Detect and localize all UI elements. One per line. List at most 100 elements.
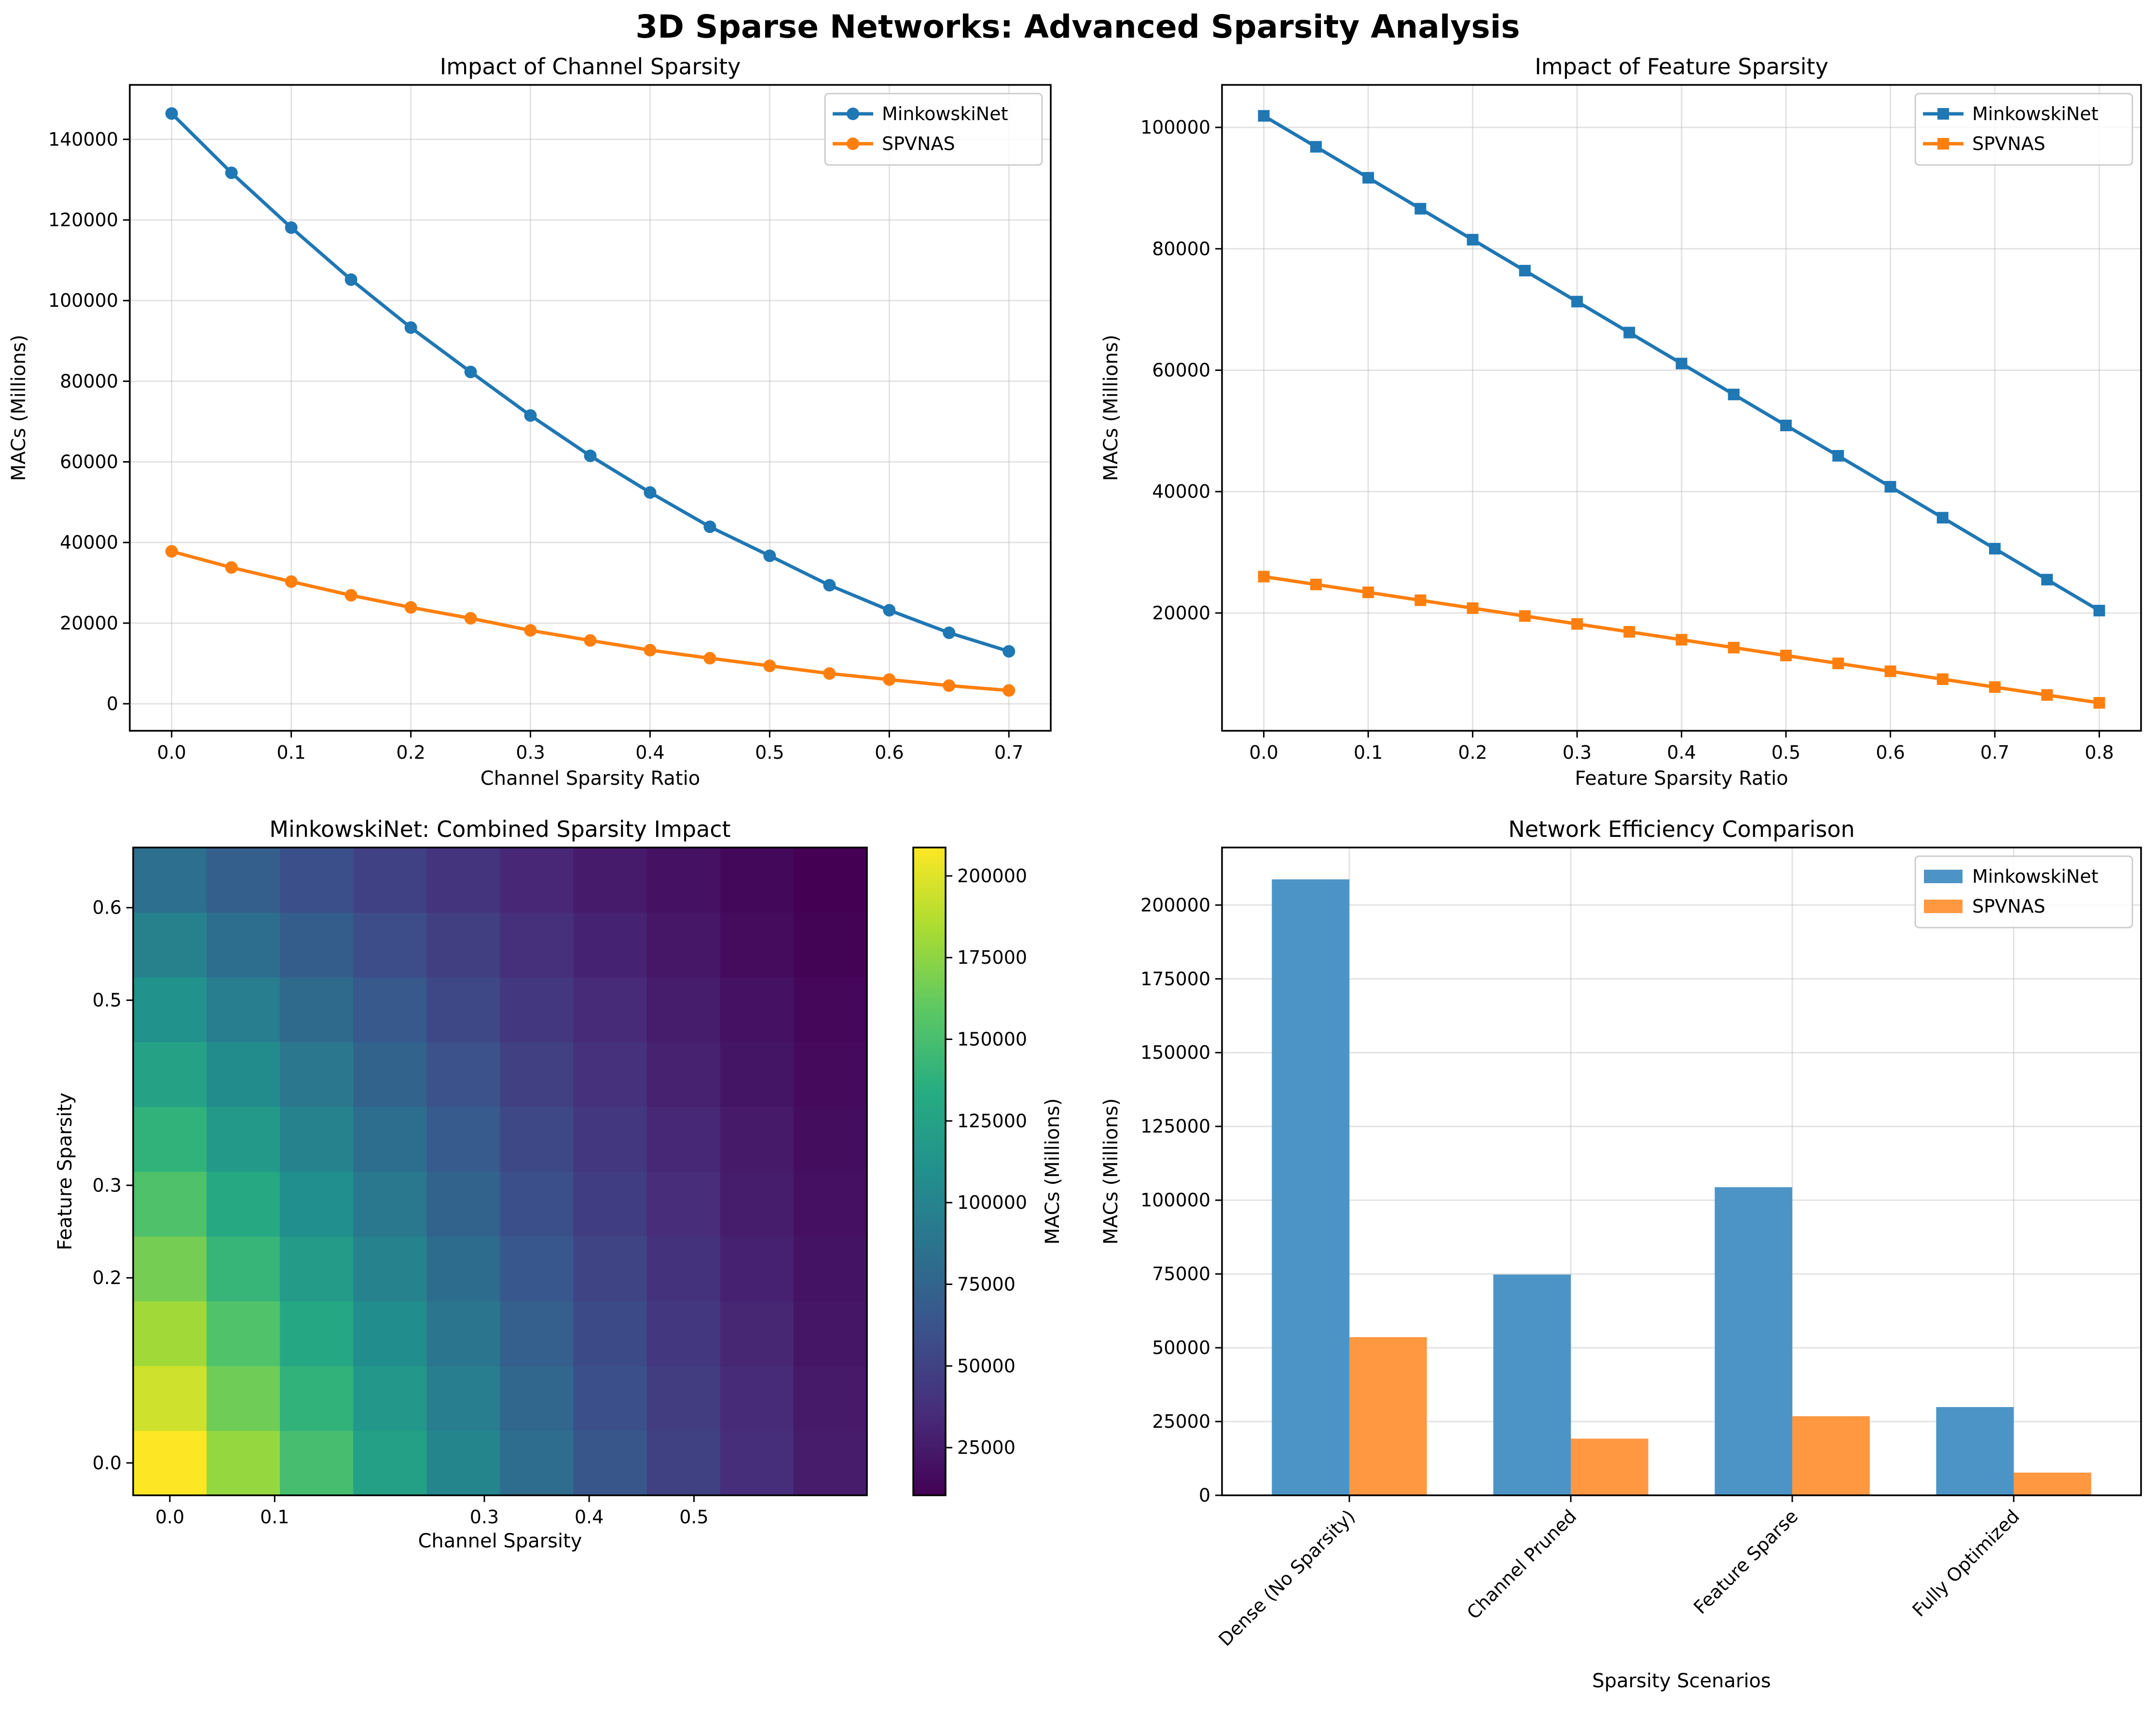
heatmap-cell	[353, 912, 427, 978]
data-point	[1989, 681, 2001, 693]
data-point	[524, 624, 537, 637]
legend-swatch	[1924, 900, 1963, 913]
heatmap-cell	[573, 912, 647, 978]
data-point	[584, 449, 597, 462]
heatmap-cell	[133, 1107, 207, 1172]
data-point	[464, 366, 477, 379]
efficiency-comparison-panel: 0 25000 50000 75000 100000 125000 150000 175000…	[1100, 816, 2142, 1692]
y-tick-label: 0	[107, 693, 118, 714]
heatmap-cell	[720, 1430, 794, 1496]
data-point	[644, 643, 657, 656]
y-tick-label: 40000	[1152, 481, 1210, 502]
data-point	[1884, 481, 1896, 493]
y-tick-label: 0.0	[93, 1452, 122, 1474]
heatmap-cell	[793, 1301, 867, 1367]
x-tick-label: 0.0	[157, 742, 186, 763]
data-point	[1832, 657, 1844, 670]
heatmap-cell	[500, 977, 574, 1042]
heatmap-cell	[206, 1301, 280, 1367]
x-tick-label: 0.5	[1771, 742, 1800, 763]
y-tick-label: 150000	[1140, 1042, 1210, 1063]
heatmap-cell	[206, 1366, 280, 1431]
heatmap-cell	[500, 848, 574, 913]
heatmap-cell	[573, 848, 647, 913]
data-point	[2093, 697, 2105, 709]
heatmap-cell	[133, 1430, 207, 1496]
heatmap-cell	[720, 1236, 794, 1301]
heatmap-cell	[573, 1171, 647, 1237]
data-point	[943, 626, 956, 639]
axes-frame	[129, 84, 1052, 732]
heatmap-cell	[426, 912, 501, 978]
y-tick-label: 100000	[1140, 117, 1210, 138]
y-tick-label: 175000	[1140, 968, 1210, 989]
bar	[1715, 1187, 1793, 1495]
y-tick-label: 200000	[1140, 894, 1210, 916]
x-tick-label: 0.0	[1249, 742, 1278, 763]
heatmap-cell	[353, 1430, 427, 1496]
y-tick-label: 75000	[1152, 1263, 1210, 1285]
data-point	[464, 612, 477, 625]
heatmap-cell	[206, 848, 280, 913]
feature-sparsity-panel: 0.0 0.1 0.2 0.3 0.4 0.5 0.6 0.7 0.8 20000 40000 600…	[1100, 54, 2142, 790]
axes-frame	[132, 847, 868, 1496]
x-tick-label: Dense (No Sparsity)	[1214, 1505, 1359, 1650]
heatmap-cell	[206, 1107, 280, 1172]
y-tick-label: 20000	[60, 613, 118, 634]
heatmap-cell	[280, 1430, 354, 1496]
heatmap-cell	[646, 912, 721, 978]
data-point	[524, 409, 537, 422]
heatmap-cell	[133, 1236, 207, 1301]
heatmap-cell	[133, 1041, 207, 1107]
heatmap-cell	[646, 1366, 721, 1431]
y-tick-label: 0	[1199, 1485, 1210, 1506]
heatmap-cell	[646, 1171, 721, 1237]
y-tick-label: 0.2	[93, 1267, 122, 1288]
y-tick-label: 40000	[60, 532, 118, 553]
heatmap-cell	[280, 848, 354, 913]
heatmap-cell	[426, 1107, 501, 1172]
heatmap-cell	[720, 977, 794, 1042]
combined-sparsity-heatmap-panel: 0.0 0.1 0.3 0.4 0.5 0.0 0.2 0.3 0.5 0.6 MinkowskiN…	[54, 816, 1064, 1552]
heatmap-cell	[793, 912, 867, 978]
axes-frame	[1221, 847, 2142, 1496]
data-point	[1362, 172, 1374, 184]
data-point	[763, 549, 776, 562]
heatmap-cell	[353, 1366, 427, 1431]
y-tick-label: 50000	[1152, 1337, 1210, 1358]
heatmap-cell	[206, 1171, 280, 1237]
y-axis-label: Feature Sparsity	[54, 1093, 76, 1250]
heatmap-cell	[573, 1430, 647, 1496]
heatmap-cell	[500, 1236, 574, 1301]
heatmap-cell	[500, 1107, 574, 1172]
y-tick-label: 125000	[1140, 1116, 1210, 1137]
y-axis-label: MACs (Millions)	[1100, 335, 1122, 481]
data-point	[1414, 594, 1427, 606]
heatmap-cell	[500, 1171, 574, 1237]
heatmap-cell	[646, 977, 721, 1042]
heatmap-cell	[793, 1366, 867, 1431]
y-tick-label: 60000	[60, 451, 118, 473]
series-line	[170, 112, 1010, 653]
colorbar-tick-label: 150000	[957, 1029, 1027, 1050]
data-point	[763, 659, 776, 672]
data-point	[2093, 604, 2105, 616]
legend-marker	[847, 108, 859, 120]
heatmap-cell	[280, 977, 354, 1042]
heatmap-cell	[133, 977, 207, 1042]
legend-label: MinkowskiNet	[1972, 866, 2098, 887]
x-tick-label: 0.5	[755, 742, 784, 763]
heatmap-cell	[646, 1430, 721, 1496]
data-point	[285, 575, 298, 588]
data-point	[1414, 203, 1427, 215]
heatmap-cell	[573, 1041, 647, 1107]
series-line	[171, 549, 1009, 692]
data-point	[1728, 388, 1740, 400]
x-tick-label: 0.4	[635, 742, 664, 763]
colorbar-tick-label: 125000	[957, 1110, 1027, 1132]
data-point	[404, 321, 417, 334]
heatmap-cell	[206, 1041, 280, 1107]
colorbar	[913, 848, 946, 1495]
x-tick-label: 0.5	[679, 1506, 708, 1528]
